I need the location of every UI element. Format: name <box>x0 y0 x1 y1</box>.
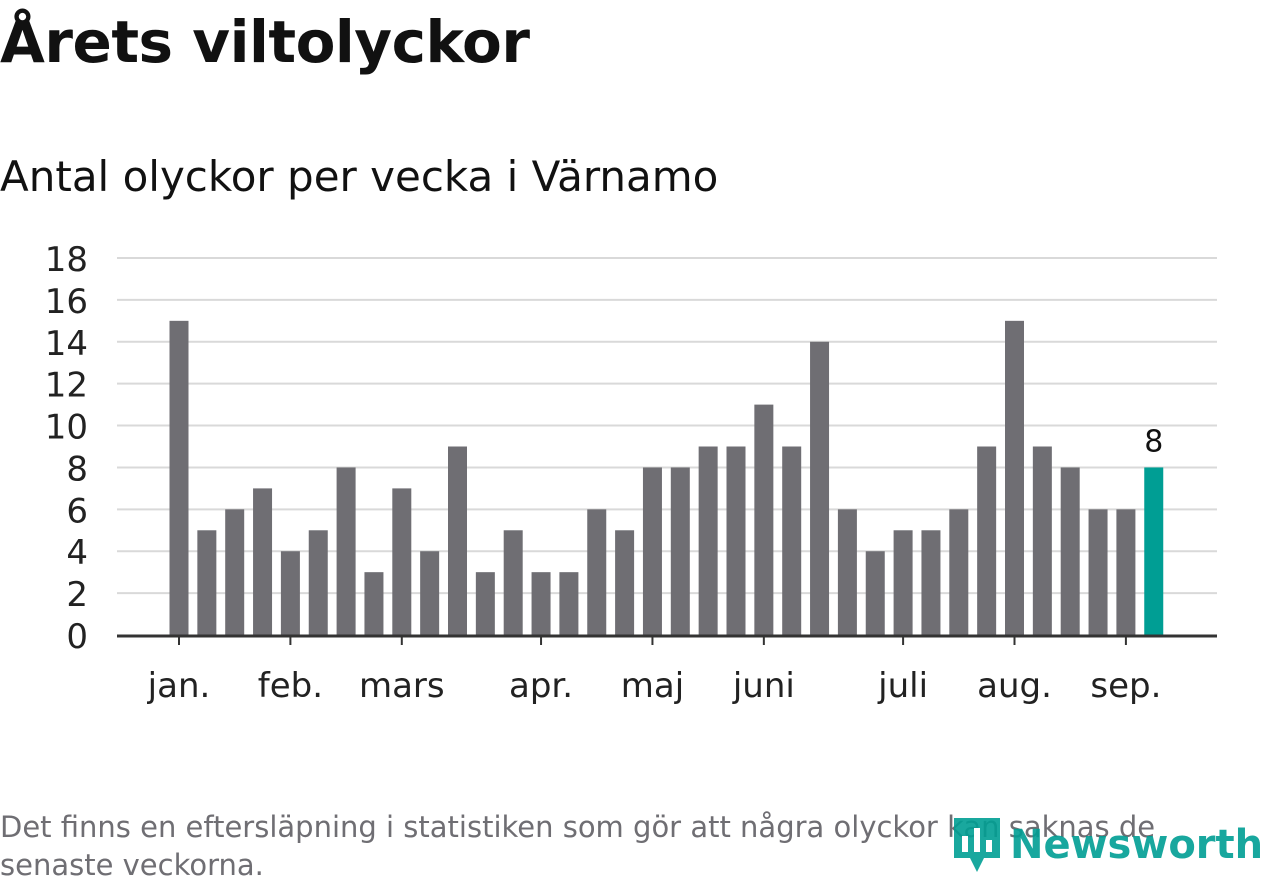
bar-highlight <box>1144 467 1164 635</box>
bar <box>893 530 913 635</box>
chart-title: Årets viltolyckor <box>0 8 530 76</box>
bar-value-label: 8 <box>1144 424 1163 459</box>
x-tick-label: juli <box>877 666 928 706</box>
bar <box>754 404 774 635</box>
bar <box>977 446 997 635</box>
bar <box>1032 446 1052 635</box>
bar <box>197 530 217 635</box>
bar <box>448 446 467 635</box>
x-tick-label: aug. <box>977 666 1052 706</box>
bar <box>587 509 607 635</box>
newsworthy-logo: Newsworthy <box>950 812 1262 878</box>
bar <box>420 551 440 635</box>
gridlines <box>117 257 1217 595</box>
bar <box>726 446 746 635</box>
x-tick-label: feb. <box>258 666 323 706</box>
x-tick-label: mars <box>359 666 445 706</box>
y-tick-label: 2 <box>66 575 88 615</box>
bar <box>1116 509 1136 635</box>
x-tick-label: sep. <box>1090 666 1161 706</box>
bar <box>810 341 830 635</box>
bar <box>336 467 356 635</box>
x-tick-label: juni <box>732 666 795 706</box>
y-tick-label: 14 <box>45 324 88 364</box>
bar <box>865 551 885 635</box>
bar <box>1005 320 1024 635</box>
bar <box>1060 467 1080 635</box>
y-tick-label: 12 <box>45 366 88 406</box>
bar <box>364 572 384 635</box>
bars: 8 <box>169 320 1164 635</box>
bar <box>253 488 273 635</box>
bar <box>670 467 690 635</box>
y-tick-label: 8 <box>66 449 88 489</box>
bar <box>503 530 523 635</box>
x-axis: jan. feb. mars apr. maj juni juli aug. sep. <box>117 634 1217 706</box>
bar-chart-pin-icon <box>954 818 1000 872</box>
bar <box>1088 509 1108 635</box>
y-tick-label: 6 <box>66 491 88 531</box>
y-tick-label: 10 <box>45 408 88 448</box>
chart-subtitle: Antal olyckor per vecka i Värnamo <box>0 152 719 201</box>
bar <box>559 572 579 635</box>
bar <box>642 467 662 635</box>
x-tick-label: apr. <box>509 666 573 706</box>
bar <box>169 320 189 635</box>
y-tick-label: 4 <box>66 533 88 573</box>
bar <box>782 446 802 635</box>
bar <box>921 530 941 635</box>
y-tick-label: 16 <box>45 282 88 322</box>
bar <box>698 446 718 635</box>
x-tick-label: jan. <box>147 666 211 706</box>
bar <box>308 530 328 635</box>
bar <box>392 488 412 635</box>
y-tick-label: 18 <box>45 240 88 280</box>
bar <box>531 572 551 635</box>
bar <box>837 509 857 635</box>
bar <box>475 572 495 635</box>
bar <box>280 551 300 635</box>
bar <box>615 530 635 635</box>
logo-text: Newsworthy <box>1010 822 1262 868</box>
bar <box>225 509 245 635</box>
bar <box>949 509 969 635</box>
y-tick-label: 0 <box>66 617 88 657</box>
x-tick-label: maj <box>621 666 684 706</box>
